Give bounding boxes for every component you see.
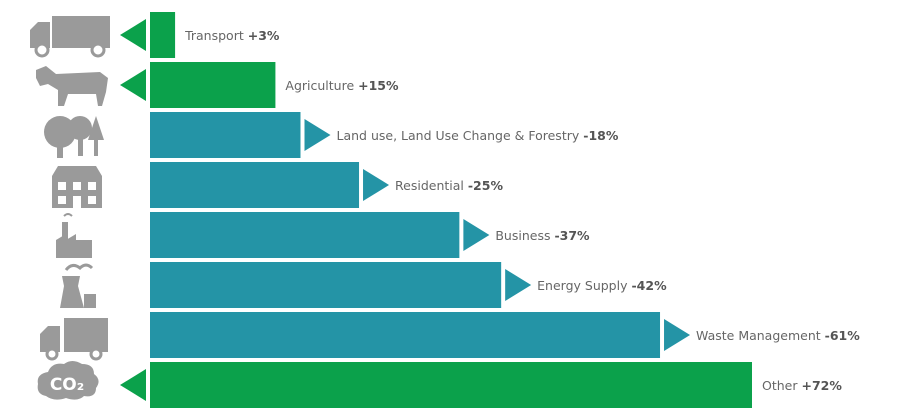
bar [150,362,752,408]
bar [150,162,360,208]
category-label: Business [495,228,550,243]
value-label: +15% [358,78,399,93]
bar [150,112,301,158]
arrow [463,219,490,251]
bar-label: Land use, Land Use Change & Forestry -18… [337,128,619,143]
arrow [120,369,146,401]
icons: CO₂ [30,16,110,400]
bar [150,312,661,358]
value-label: -18% [583,128,619,143]
arrow [363,169,390,201]
category-label: Transport [184,28,244,43]
bar [150,12,176,58]
bar-label: Business -37% [495,228,590,243]
bar [150,62,276,108]
value-label: -37% [554,228,590,243]
category-label: Agriculture [285,78,354,93]
garbage-truck-icon [40,318,108,361]
truck-icon [30,16,110,58]
factory-icon [56,213,92,258]
category-label: Residential [395,178,464,193]
value-label: -61% [825,328,861,343]
arrow [664,319,691,351]
cow-icon [36,66,108,106]
value-label: -25% [468,178,504,193]
value-label: +3% [248,28,280,43]
arrow [304,119,331,151]
category-label: Waste Management [696,328,821,343]
value-label: +72% [801,378,842,393]
house-icon [52,166,102,208]
bar [150,212,460,258]
bar-label: Residential -25% [395,178,503,193]
bar-label: Transport +3% [184,28,280,43]
co2-label: CO₂ [50,375,84,395]
arrow [505,269,532,301]
category-label: Other [762,378,798,393]
category-label: Land use, Land Use Change & Forestry [337,128,580,143]
trees-icon [44,116,104,158]
power-plant-icon [60,263,96,308]
bar [150,262,502,308]
category-label: Energy Supply [537,278,628,293]
bar-label: Waste Management -61% [696,328,860,343]
bar-label: Other +72% [762,378,842,393]
arrow [120,19,146,51]
arrow [120,69,146,101]
bar-label: Agriculture +15% [285,78,399,93]
co2-icon: CO₂ [37,361,99,400]
value-label: -42% [631,278,667,293]
bar-label: Energy Supply -42% [537,278,667,293]
